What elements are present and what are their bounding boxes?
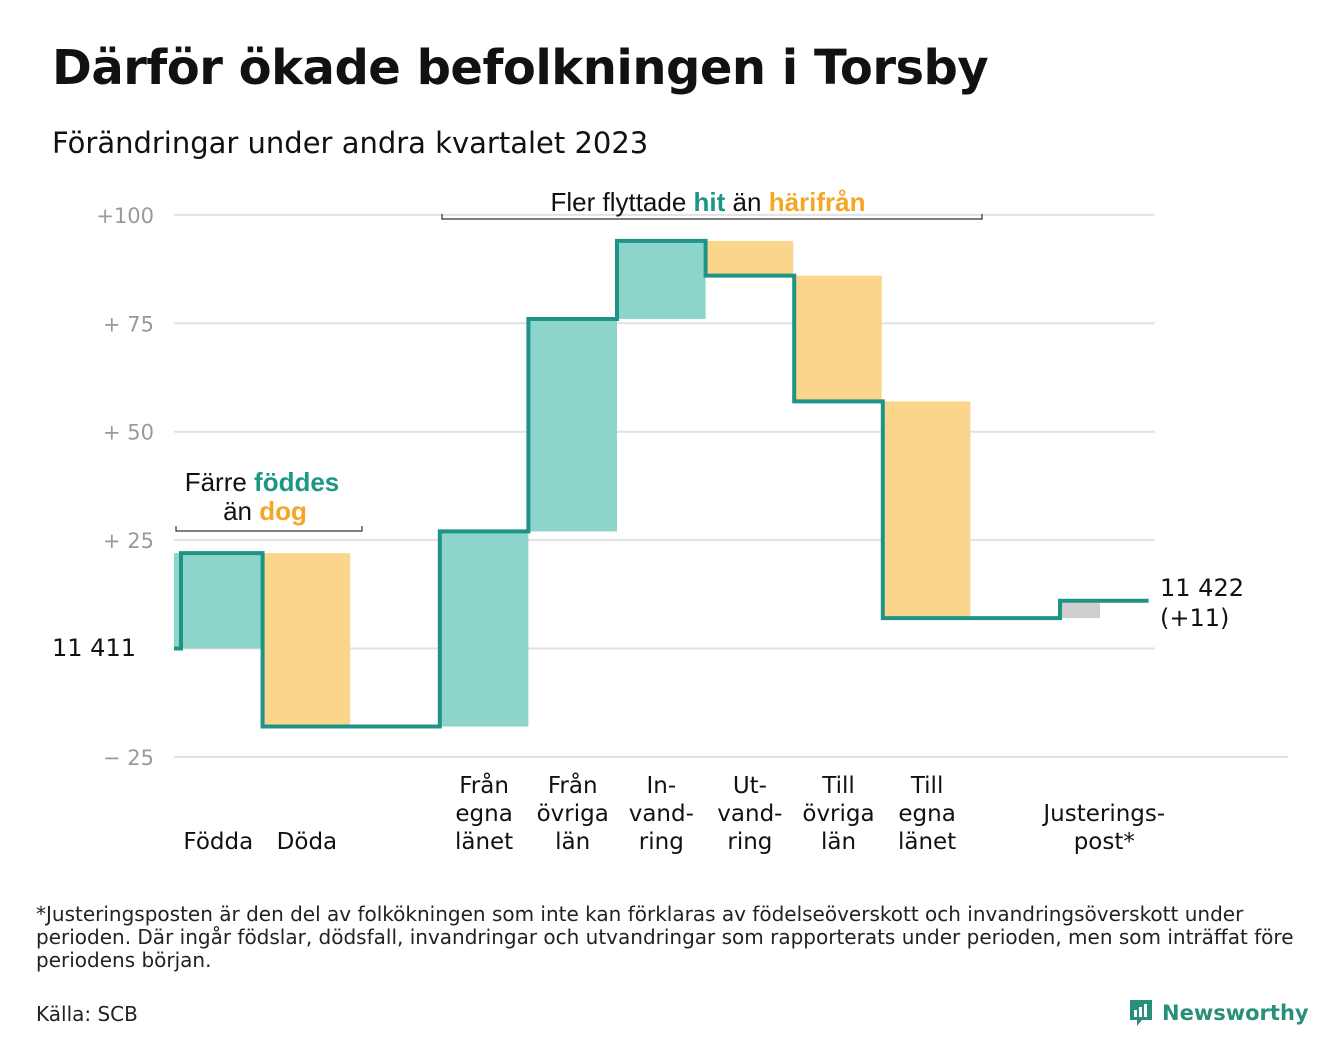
- category-label: Födda: [183, 829, 253, 855]
- waterfall-bar: [1060, 600, 1100, 619]
- y-tick-label: − 25: [103, 746, 154, 770]
- category-label: län: [555, 829, 590, 855]
- category-label: vand-: [717, 801, 782, 827]
- waterfall-bar: [528, 318, 617, 532]
- source-label: Källa: SCB: [36, 1002, 138, 1026]
- chart-subtitle: Förändringar under andra kvartalet 2023: [52, 126, 649, 160]
- waterfall-bar: [706, 240, 794, 276]
- footnote: *Justeringsposten är den del av folkökni…: [36, 902, 1294, 972]
- waterfall-bar: [795, 275, 882, 402]
- annotation-bracket: [175, 526, 363, 532]
- y-tick-label: +100: [96, 204, 154, 228]
- waterfall-bar: [617, 240, 706, 319]
- brand[interactable]: Newsworthy: [1128, 998, 1309, 1028]
- y-tick-label: + 50: [103, 421, 154, 445]
- waterfall-bar: [883, 401, 971, 619]
- category-label: ring: [727, 829, 772, 855]
- category-label: Till: [821, 773, 855, 799]
- category-label: In-: [646, 773, 676, 799]
- category-label: länet: [455, 829, 513, 855]
- annotation-migration: Fler flyttade hit än härifrån: [550, 187, 865, 217]
- category-label: Till: [910, 773, 944, 799]
- category-label: länet: [898, 829, 956, 855]
- category-label: egna: [898, 801, 955, 827]
- annotation-births-line2: än dog: [223, 496, 307, 526]
- newsworthy-logo-icon: [1130, 1000, 1152, 1026]
- category-label: Döda: [277, 829, 337, 855]
- end-value-label: 11 422: [1160, 574, 1244, 602]
- waterfall-bar: [263, 553, 351, 727]
- category-label: Ut-: [733, 773, 767, 799]
- running-total-line: [174, 238, 1149, 729]
- category-label: ring: [639, 829, 684, 855]
- category-label: övriga: [537, 801, 609, 827]
- y-tick-label: + 25: [103, 529, 154, 553]
- category-label: län: [821, 829, 856, 855]
- category-label: Från: [548, 771, 598, 799]
- waterfall-bar: [439, 531, 529, 727]
- category-label: vand-: [629, 801, 694, 827]
- y-tick-label: + 75: [103, 312, 154, 336]
- annotation-births-line1: Färre föddes: [185, 467, 340, 497]
- waterfall-bar: [174, 553, 263, 649]
- annotation-bracket: [441, 214, 983, 220]
- category-label: Justerings-: [1041, 801, 1165, 827]
- category-label: övriga: [802, 801, 874, 827]
- end-change-label: (+11): [1160, 604, 1229, 632]
- chart-title: Därför ökade befolkningen i Torsby: [52, 40, 989, 96]
- start-value-label: 11 411: [52, 634, 136, 662]
- category-label: post*: [1074, 829, 1135, 855]
- category-label: egna: [455, 801, 512, 827]
- category-label: Från: [459, 771, 509, 799]
- brand-name: Newsworthy: [1162, 1001, 1309, 1025]
